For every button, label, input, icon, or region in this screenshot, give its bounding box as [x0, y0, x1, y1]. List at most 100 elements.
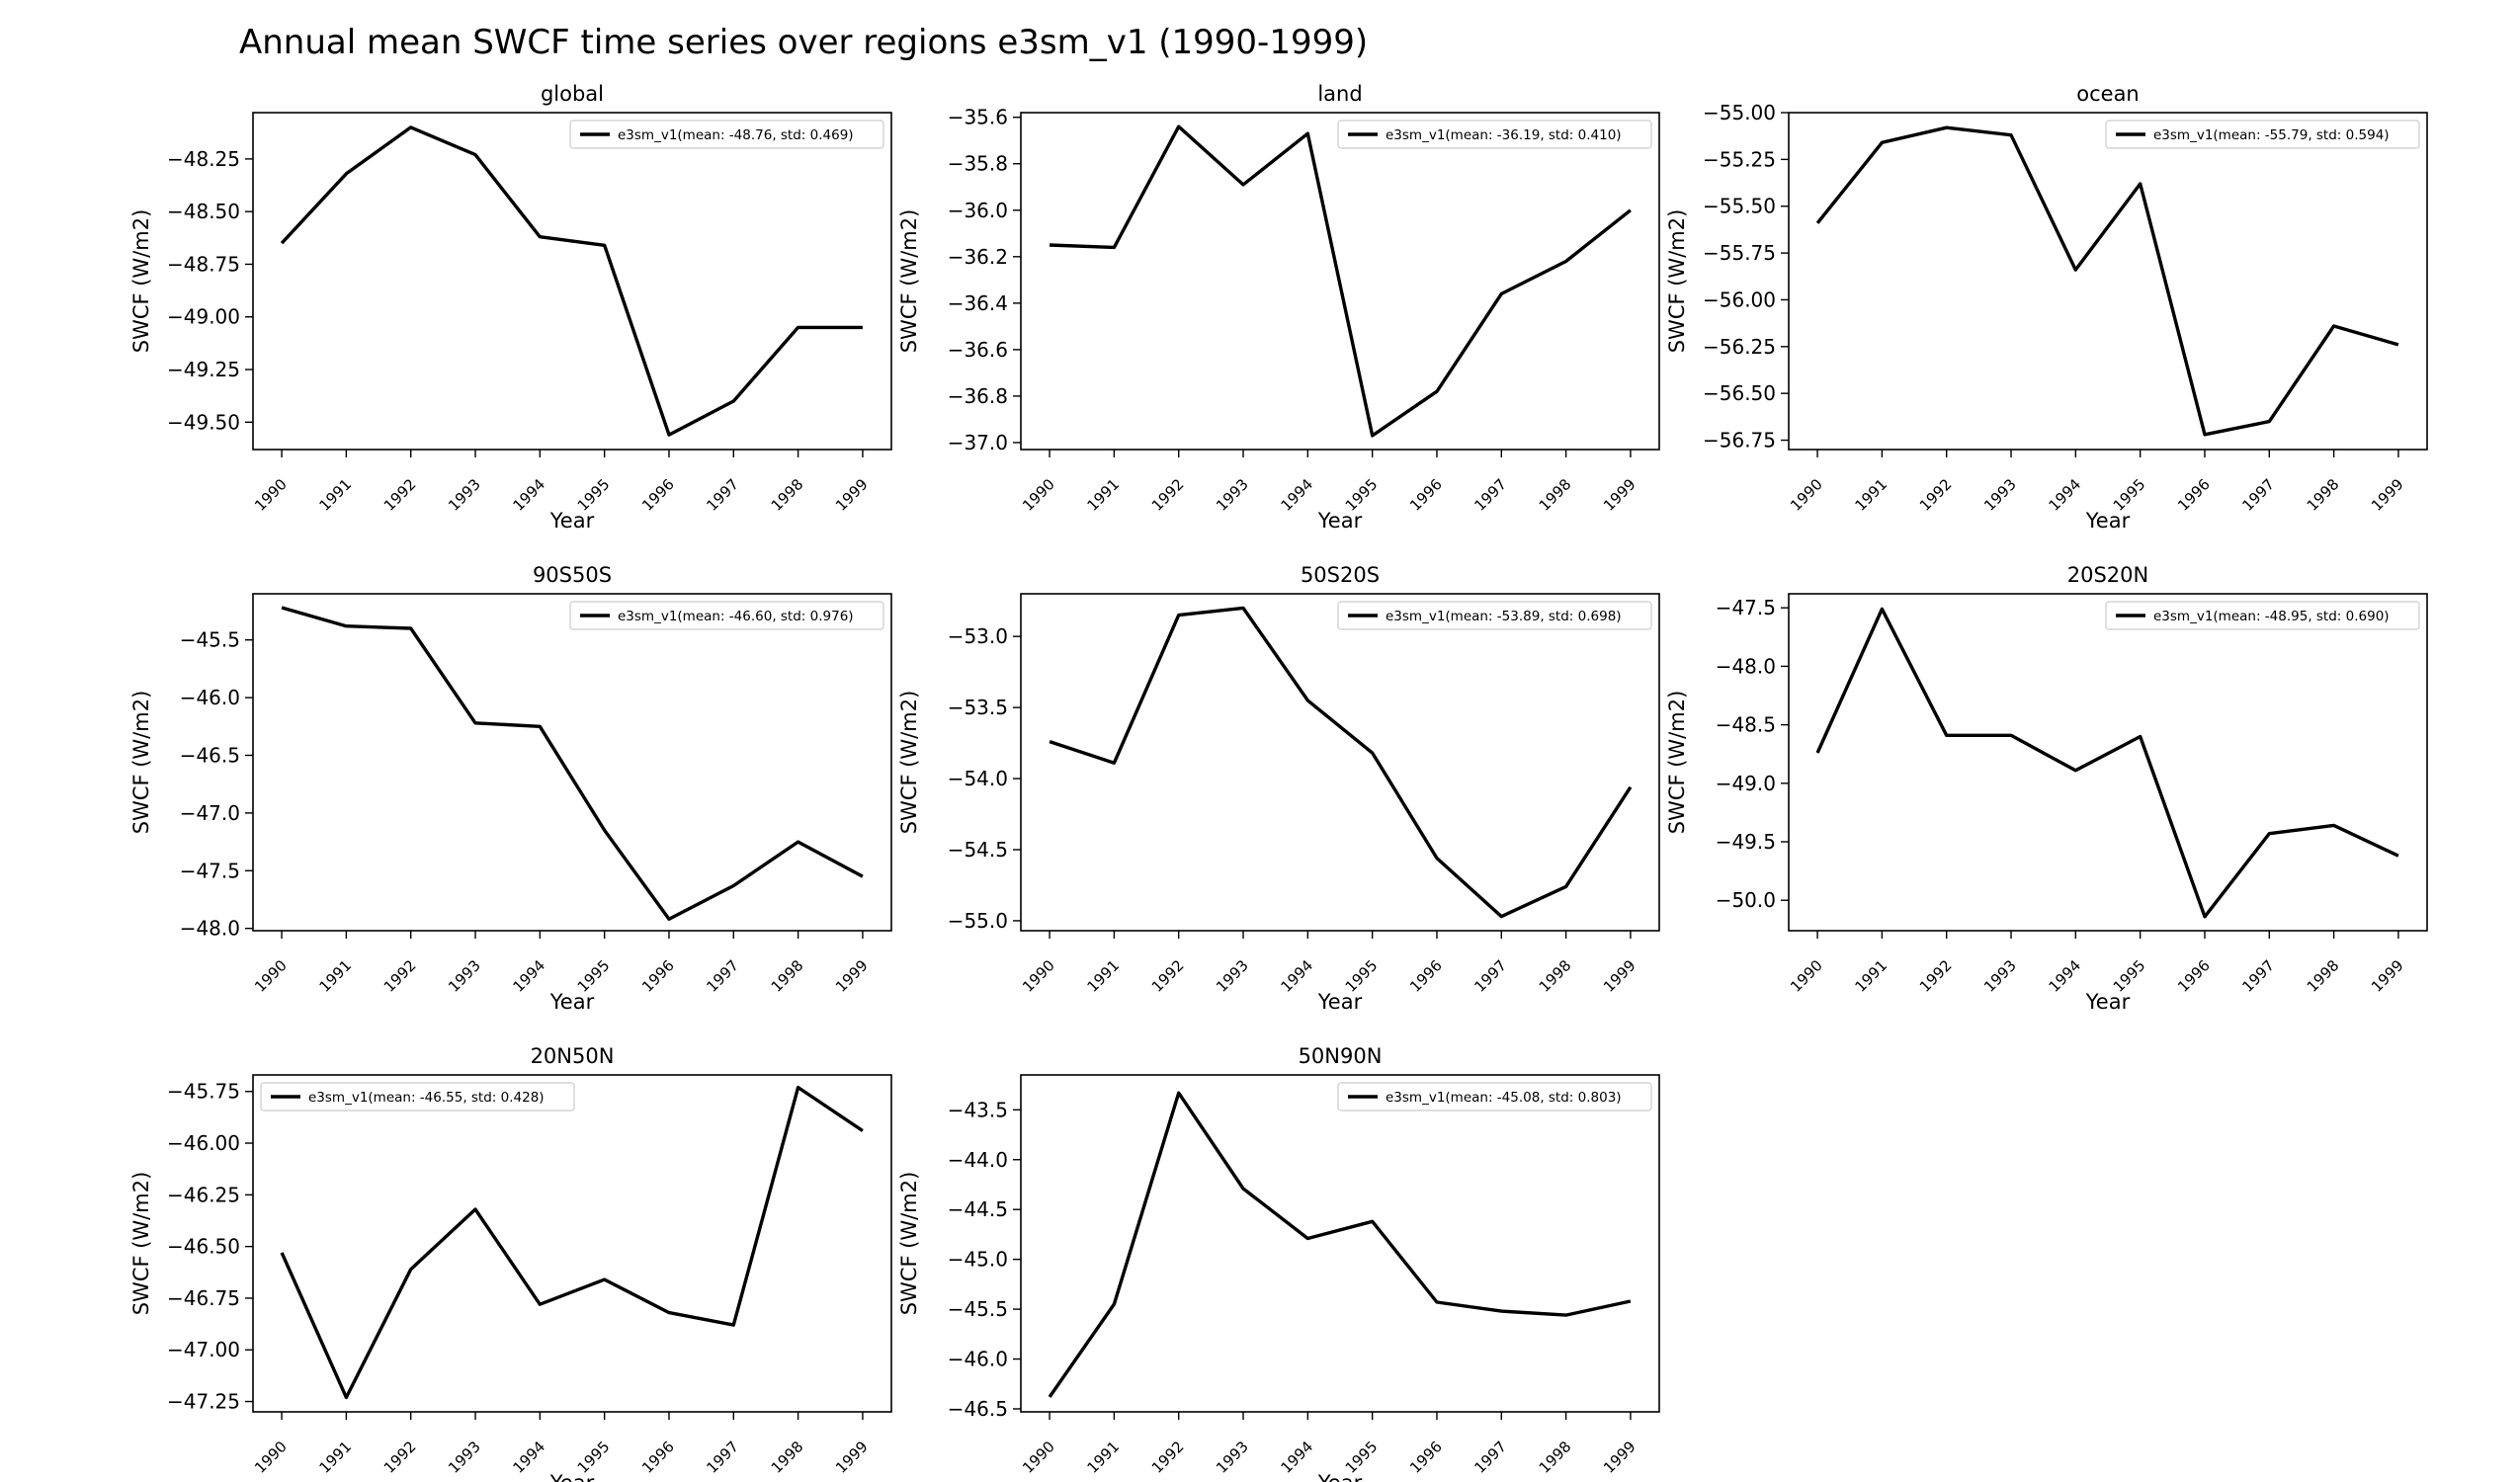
y-tick-label: −45.75 — [167, 1080, 240, 1104]
x-tick-label: 1992 — [1148, 475, 1188, 515]
y-tick-label: −43.5 — [948, 1098, 1008, 1121]
y-tick-label: −48.5 — [1716, 713, 1776, 737]
legend-label: e3sm_v1(mean: -53.89, std: 0.698) — [1386, 609, 1622, 624]
y-tick-label: −56.00 — [1703, 288, 1776, 311]
x-tick-label: 1998 — [1536, 475, 1575, 515]
series-line — [1050, 124, 1632, 438]
y-tick-label: −48.0 — [180, 917, 240, 941]
y-tick-label: −47.5 — [1716, 596, 1776, 619]
y-tick-label: −46.25 — [167, 1183, 240, 1206]
legend-box — [1337, 120, 1652, 149]
x-tick-label: 1992 — [1916, 956, 1956, 996]
legend-box — [1337, 1082, 1652, 1112]
x-tick-label: 1999 — [1600, 956, 1639, 996]
y-axis-label: SWCF (W/m2) — [129, 1172, 153, 1316]
x-tick-label: 1992 — [380, 956, 420, 996]
series-line — [1049, 606, 1633, 919]
legend-label: e3sm_v1(mean: -48.76, std: 0.469) — [618, 127, 854, 143]
x-tick-label: 1992 — [1148, 956, 1188, 996]
x-axis-label: Year — [1317, 509, 1363, 533]
x-tick-label: 1993 — [1213, 956, 1252, 996]
x-tick-label: 1990 — [1019, 956, 1058, 996]
x-tick-label: 1994 — [2045, 475, 2084, 515]
legend-box — [569, 601, 884, 630]
x-tick-label: 1998 — [768, 956, 807, 996]
x-tick-label: 1991 — [1083, 475, 1123, 515]
x-tick-label: 1997 — [2238, 956, 2278, 996]
x-tick-label: 1999 — [1600, 1438, 1639, 1477]
x-axis-label: Year — [1317, 1471, 1363, 1482]
x-tick-label: 1996 — [1406, 475, 1446, 515]
legend: e3sm_v1(mean: -36.19, std: 0.410) — [1337, 120, 1652, 149]
y-tick-label: −48.25 — [167, 147, 240, 171]
x-tick-label: 1992 — [1916, 475, 1956, 515]
legend: e3sm_v1(mean: -45.08, std: 0.803) — [1337, 1082, 1652, 1112]
y-tick-label: −48.50 — [167, 200, 240, 223]
legend-box — [1337, 601, 1652, 630]
x-tick-label: 1992 — [1148, 1438, 1188, 1477]
x-tick-label: 1990 — [1787, 475, 1826, 515]
x-axis-label: Year — [549, 1471, 595, 1482]
y-tick-label: −55.75 — [1703, 241, 1776, 265]
y-tick-label: −46.75 — [167, 1286, 240, 1310]
y-tick-label: −49.5 — [1716, 830, 1776, 854]
x-tick-label: 1992 — [380, 475, 420, 515]
x-tick-label: 1990 — [251, 475, 291, 515]
x-tick-label: 1990 — [1019, 475, 1058, 515]
x-tick-label: 1997 — [1470, 956, 1510, 996]
legend: e3sm_v1(mean: -48.76, std: 0.469) — [569, 120, 884, 149]
legend-label: e3sm_v1(mean: -36.19, std: 0.410) — [1386, 127, 1622, 143]
subplot-title: ocean — [2076, 82, 2140, 106]
legend: e3sm_v1(mean: -55.79, std: 0.594) — [2105, 120, 2420, 149]
x-tick-label: 1991 — [1851, 956, 1890, 996]
y-tick-label: −56.50 — [1703, 381, 1776, 405]
x-tick-label: 1996 — [1406, 1438, 1446, 1477]
y-axis-label: SWCF (W/m2) — [1665, 209, 1689, 354]
y-tick-label: −46.5 — [948, 1397, 1008, 1421]
axes-frame — [1020, 593, 1660, 932]
series-line — [1048, 1091, 1632, 1398]
figure-title: Annual mean SWCF time series over region… — [239, 23, 1368, 62]
y-tick-label: −47.5 — [180, 859, 240, 882]
x-tick-label: 1999 — [2368, 956, 2407, 996]
x-tick-label: 1996 — [638, 956, 678, 996]
y-tick-label: −44.0 — [948, 1148, 1008, 1172]
y-tick-label: −55.25 — [1703, 147, 1776, 171]
y-tick-label: −55.50 — [1703, 195, 1776, 218]
x-tick-label: 1994 — [1277, 1438, 1316, 1477]
y-tick-label: −46.0 — [948, 1348, 1008, 1371]
series-line — [1815, 607, 2399, 919]
x-tick-label: 1994 — [509, 1438, 548, 1477]
y-tick-label: −54.5 — [948, 838, 1008, 862]
x-tick-label: 1998 — [768, 1438, 807, 1477]
x-tick-label: 1993 — [1213, 475, 1252, 515]
y-tick-label: −55.0 — [948, 909, 1008, 933]
legend: e3sm_v1(mean: -46.55, std: 0.428) — [260, 1082, 575, 1112]
legend: e3sm_v1(mean: -48.95, std: 0.690) — [2105, 601, 2420, 630]
y-tick-label: −50.0 — [1716, 888, 1776, 912]
axes-frame — [252, 112, 892, 451]
y-tick-label: −53.5 — [948, 696, 1008, 719]
y-tick-label: −47.25 — [167, 1390, 240, 1414]
axes-frame — [252, 1074, 892, 1413]
axes-frame — [1788, 593, 2428, 932]
y-tick-label: −36.2 — [948, 245, 1008, 269]
x-tick-label: 1994 — [2045, 956, 2084, 996]
x-tick-label: 1997 — [1470, 475, 1510, 515]
x-tick-label: 1991 — [1083, 1438, 1123, 1477]
legend-label: e3sm_v1(mean: -46.60, std: 0.976) — [618, 609, 854, 624]
y-tick-label: −54.0 — [948, 767, 1008, 790]
y-tick-label: −49.50 — [167, 410, 240, 434]
x-tick-label: 1999 — [832, 475, 872, 515]
x-tick-label: 1992 — [380, 1438, 420, 1477]
x-axis-label: Year — [549, 990, 595, 1014]
axes-frame — [252, 593, 892, 932]
subplot-title: 20S20N — [2067, 563, 2148, 587]
y-tick-label: −46.50 — [167, 1235, 240, 1259]
series-line — [280, 125, 863, 437]
subplot-title: land — [1317, 82, 1362, 106]
subplot-20N50N: 20N50N −47.25 −47.00 −46.75 −46.50 −46.25 −46.… — [129, 1044, 892, 1482]
x-tick-label: 1991 — [1083, 956, 1123, 996]
x-tick-label: 1994 — [1277, 956, 1316, 996]
